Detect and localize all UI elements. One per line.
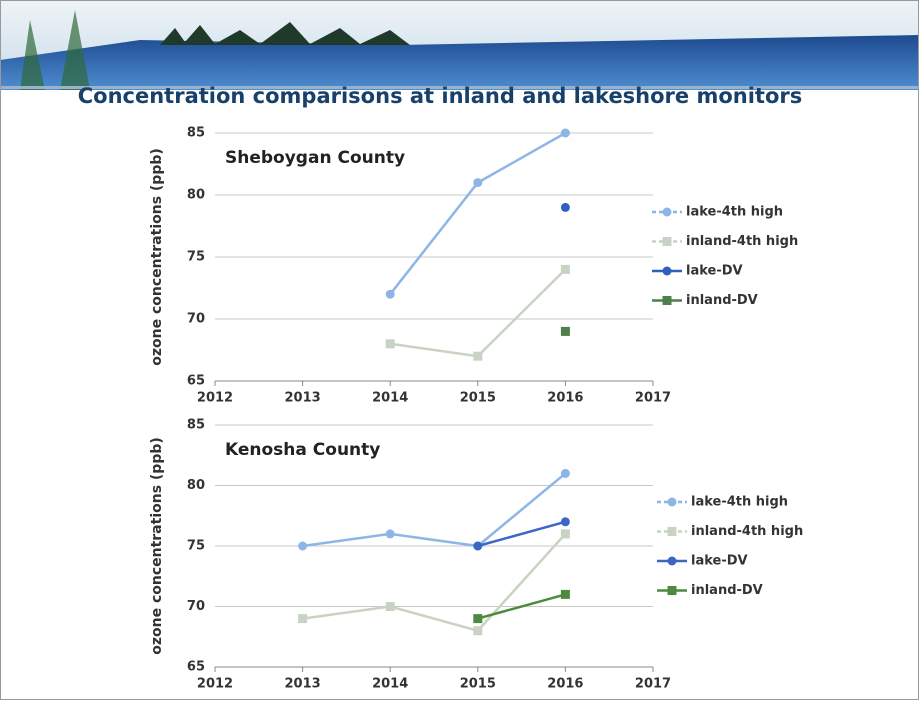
y-tick-label: 65 [187, 374, 205, 389]
series-line [302, 472, 567, 548]
y-tick-label: 85 [187, 126, 205, 141]
point [473, 351, 483, 361]
point [473, 614, 483, 624]
legend-label: lake-DV [686, 264, 743, 279]
point [560, 264, 570, 274]
x-tick-label: 2014 [372, 391, 408, 406]
point [385, 339, 395, 349]
legend-label: lake-4th high [691, 495, 788, 510]
y-tick-label: 80 [187, 478, 205, 493]
point [298, 614, 308, 624]
series-line [477, 520, 566, 548]
y-tick-label: 75 [187, 250, 205, 265]
x-tick-label: 2016 [547, 391, 583, 406]
legend-swatch [667, 586, 677, 595]
point [298, 541, 308, 551]
legend-swatch [667, 527, 677, 536]
legend-label: inland-4th high [686, 234, 798, 249]
point [560, 326, 570, 336]
y-tick-label: 85 [187, 418, 205, 433]
legend-label: inland-DV [691, 583, 763, 598]
chart-title: Sheboygan County [225, 148, 405, 168]
chart: 65 70 75 80 85 2012 2013 2014 2015 2016 2017 Kenosh… [149, 418, 803, 692]
legend-label: lake-4th high [686, 205, 783, 220]
x-tick-label: 2012 [197, 677, 233, 692]
legend-swatch [667, 497, 677, 507]
point [560, 529, 570, 539]
point [473, 541, 483, 551]
y-axis-label: ozone concentrations (ppb) [149, 148, 165, 366]
y-tick-label: 70 [187, 312, 205, 327]
legend-swatch [662, 296, 672, 305]
legend-label: inland-4th high [691, 524, 803, 539]
legend-label: lake-DV [691, 554, 748, 569]
y-tick-label: 70 [187, 599, 205, 614]
x-tick-label: 2015 [460, 391, 496, 406]
x-tick-label: 2016 [547, 677, 583, 692]
x-tick-label: 2013 [285, 677, 321, 692]
y-tick-label: 75 [187, 539, 205, 554]
point [473, 178, 483, 188]
chart: 65 70 75 80 85 2012 2013 2014 2015 2016 2017 Sheboy… [149, 126, 798, 406]
x-tick-label: 2014 [372, 677, 408, 692]
point [385, 289, 395, 299]
point [560, 589, 570, 599]
y-tick-label: 65 [187, 660, 205, 675]
point [385, 529, 395, 539]
legend-swatch [662, 266, 672, 276]
point [560, 202, 570, 212]
banner [0, 0, 919, 90]
y-axis-label: ozone concentrations (ppb) [149, 437, 165, 655]
point [560, 128, 570, 138]
point [560, 468, 570, 478]
x-tick-label: 2013 [285, 391, 321, 406]
y-tick-label: 80 [187, 188, 205, 203]
series-line [302, 533, 567, 633]
chart-title: Kenosha County [225, 440, 380, 460]
x-tick-label: 2012 [197, 391, 233, 406]
series-line [477, 593, 566, 620]
point [560, 517, 570, 527]
x-tick-label: 2017 [635, 677, 671, 692]
legend-swatch [667, 556, 677, 566]
legend-swatch [662, 237, 672, 246]
slide-title: Concentration comparisons at inland and … [78, 84, 803, 108]
legend-label: inland-DV [686, 293, 758, 308]
x-tick-label: 2017 [635, 391, 671, 406]
x-tick-label: 2015 [460, 677, 496, 692]
legend-swatch [662, 207, 672, 217]
point [473, 626, 483, 636]
point [385, 602, 395, 611]
